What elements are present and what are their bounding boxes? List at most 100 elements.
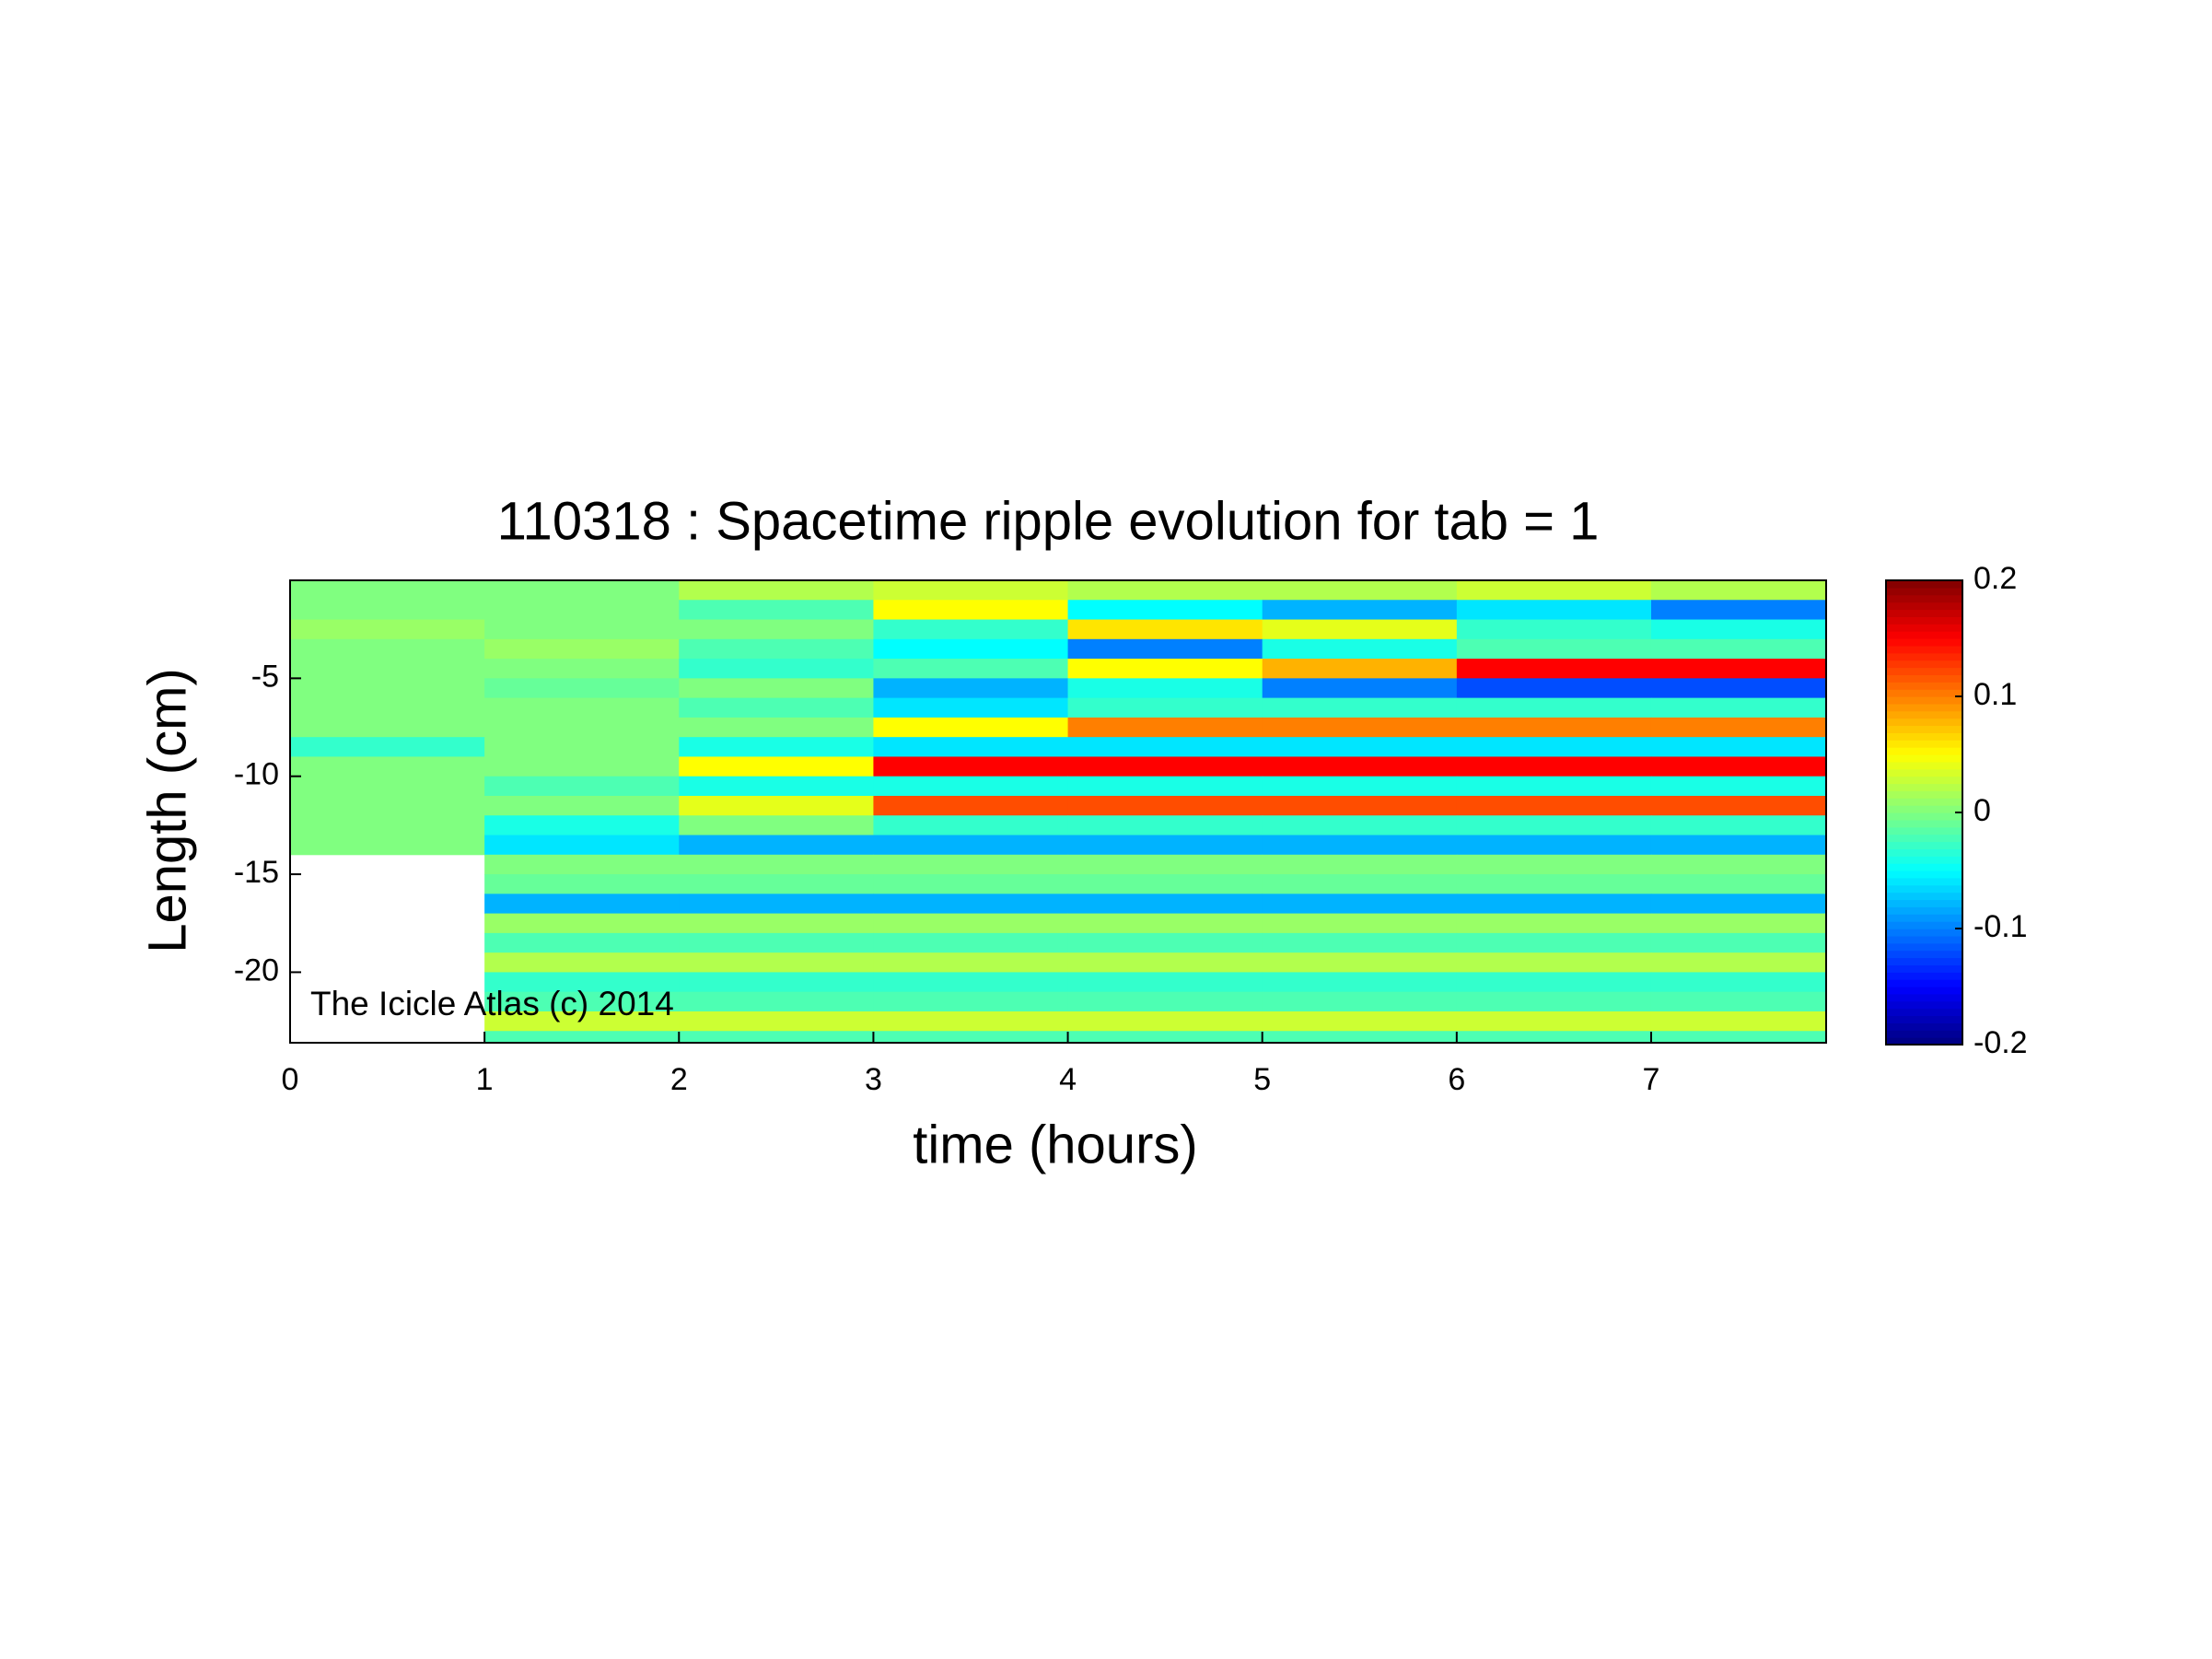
heat-cell [679,835,874,856]
heat-cell [873,835,1069,856]
colorbar-step [1886,834,1962,843]
y-tick-label: -15 [234,855,279,890]
colorbar-step [1886,747,1962,755]
heat-cell [484,874,680,894]
x-tick-label: 5 [1253,1062,1271,1097]
heat-cell [1456,756,1652,777]
colorbar-step [1886,964,1962,973]
heat-cell [1650,795,1827,816]
heat-cell [873,874,1069,894]
colorbar-step [1886,826,1962,835]
heat-cell [1650,678,1827,699]
heat-cell [1067,659,1263,679]
heat-cell [679,717,874,738]
heat-cell [1456,854,1652,875]
heat-cell [1456,815,1652,836]
heat-cell [484,659,680,679]
heat-cell [1456,638,1652,660]
colorbar-step [1886,631,1962,639]
heat-cell [484,1031,680,1044]
heat-cell [290,678,485,699]
heat-cell [484,835,680,856]
colorbar-tick-label: 0.2 [1973,561,2017,596]
heat-cell [1067,913,1263,934]
heat-cell [1650,580,1827,601]
heat-cell [484,972,680,993]
heat-cell [1650,600,1827,621]
heat-cell [290,737,485,757]
heat-cell [1067,795,1263,816]
colorbar-step [1886,718,1962,727]
heat-cell [679,854,874,875]
heat-cell [1456,795,1652,816]
heat-cell [873,737,1069,757]
heat-cell [1650,619,1827,640]
colorbar-step [1886,1030,1962,1038]
heat-cell [1650,913,1827,934]
heat-cell [679,580,874,601]
heat-cell [1650,894,1827,915]
y-tick-label: -10 [234,757,279,792]
colorbar-step [1886,993,1962,1002]
heat-cell [679,991,874,1012]
colorbar-step [1886,935,1962,944]
heat-cell [1067,991,1263,1012]
colorbar-step [1886,624,1962,632]
heat-cell [1650,952,1827,973]
colorbar-step [1886,899,1962,907]
colorbar-step [1886,921,1962,929]
colorbar-step [1886,942,1962,952]
colorbar-step [1886,732,1962,741]
x-axis-label: time (hours) [913,1115,1197,1174]
heat-cell [1650,756,1827,777]
heat-cell [1650,737,1827,757]
heat-cell [1262,932,1458,953]
colorbar-step [1886,696,1962,705]
heat-cell [290,697,485,719]
heat-cell [1262,717,1458,738]
heat-cell [873,795,1069,816]
colorbar-step [1886,674,1962,683]
colorbar-step [1886,979,1962,987]
heat-cell [1262,756,1458,777]
colorbar-step [1886,841,1962,849]
heat-cell [1650,776,1827,797]
colorbar-step [1886,870,1962,879]
y-axis-label: Length (cm) [137,668,197,952]
heat-cell [873,854,1069,875]
heat-cell [484,697,680,719]
heat-cell [1456,972,1652,993]
heat-cell [1262,600,1458,621]
heat-cell [484,854,680,875]
heat-cell [679,638,874,660]
heat-cell [484,737,680,757]
colorbar-step [1886,580,1962,589]
heat-cell [1650,991,1827,1012]
colorbar-step [1886,725,1962,733]
plot-frame [289,579,1827,1044]
heat-cell [1262,874,1458,894]
heat-cell [1650,815,1827,836]
colorbar-step [1886,609,1962,617]
colorbar-step [1886,906,1962,915]
colorbar-step [1886,710,1962,719]
heat-cell [484,991,680,1012]
heat-cell [1067,835,1263,856]
colorbar-step [1886,652,1962,661]
x-tick-label: 2 [670,1062,688,1097]
heat-cell [1456,894,1652,915]
colorbar-step [1886,667,1962,675]
heat-cell [290,580,485,601]
colorbar-step [1886,1022,1962,1031]
heat-cell [679,697,874,719]
colorbar-step [1886,594,1962,603]
heat-cell [1650,1011,1827,1032]
heat-cell [1067,678,1263,699]
heat-cell [679,600,874,621]
heat-cell [679,1011,874,1032]
colorbar-step [1886,812,1962,821]
colorbar-step [1886,914,1962,922]
heat-cell [1067,756,1263,777]
heat-cell [679,932,874,953]
annotation: The Icicle Atlas (c) 2014 [310,985,674,1022]
